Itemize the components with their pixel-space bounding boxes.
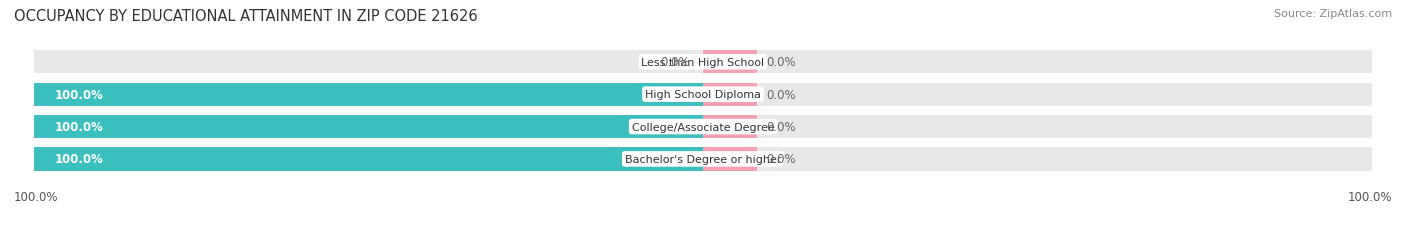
Text: 0.0%: 0.0% xyxy=(766,121,796,134)
Text: OCCUPANCY BY EDUCATIONAL ATTAINMENT IN ZIP CODE 21626: OCCUPANCY BY EDUCATIONAL ATTAINMENT IN Z… xyxy=(14,9,478,24)
Text: 0.0%: 0.0% xyxy=(659,56,689,69)
Bar xyxy=(34,116,1372,139)
Legend: Owner-occupied, Renter-occupied: Owner-occupied, Renter-occupied xyxy=(576,228,830,231)
Bar xyxy=(34,148,1372,171)
Bar xyxy=(34,83,703,106)
Text: 100.0%: 100.0% xyxy=(55,88,103,101)
Bar xyxy=(703,83,756,106)
Bar xyxy=(703,116,756,139)
Text: 100.0%: 100.0% xyxy=(55,153,103,166)
Bar xyxy=(703,51,756,74)
Bar xyxy=(703,148,756,171)
Text: 100.0%: 100.0% xyxy=(14,190,59,203)
Text: 100.0%: 100.0% xyxy=(1347,190,1392,203)
Bar xyxy=(34,116,703,139)
Bar xyxy=(34,51,1372,74)
Text: High School Diploma: High School Diploma xyxy=(645,90,761,100)
Text: Less than High School: Less than High School xyxy=(641,58,765,67)
Bar xyxy=(34,148,703,171)
Text: College/Associate Degree: College/Associate Degree xyxy=(631,122,775,132)
Bar xyxy=(34,83,1372,106)
Text: 0.0%: 0.0% xyxy=(766,88,796,101)
Text: Bachelor's Degree or higher: Bachelor's Degree or higher xyxy=(624,154,782,164)
Text: 0.0%: 0.0% xyxy=(766,153,796,166)
Text: 100.0%: 100.0% xyxy=(55,121,103,134)
Text: Source: ZipAtlas.com: Source: ZipAtlas.com xyxy=(1274,9,1392,19)
Text: 0.0%: 0.0% xyxy=(766,56,796,69)
